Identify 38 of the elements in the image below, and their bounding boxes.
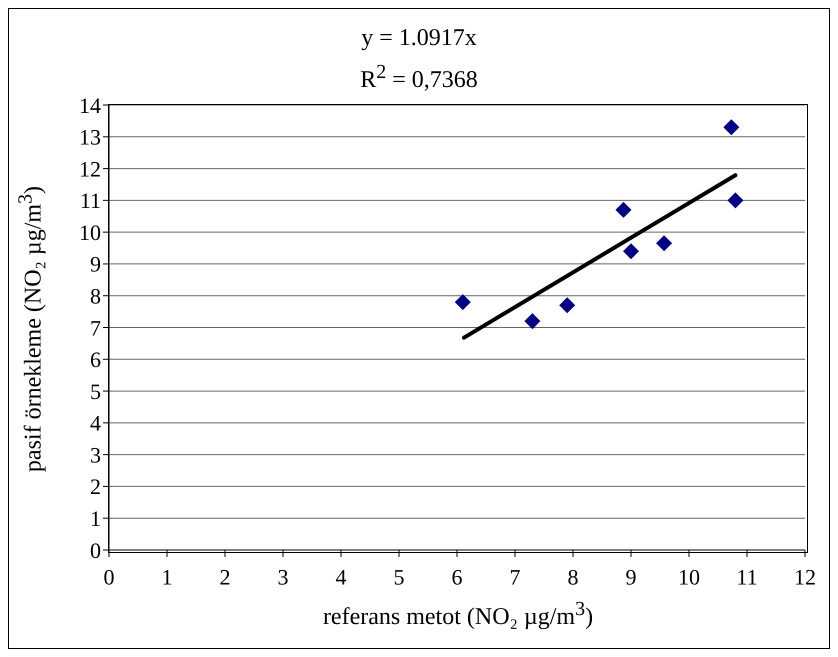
y-tick-label: 11 bbox=[80, 188, 101, 214]
y-tick-label: 5 bbox=[90, 378, 101, 404]
y-tick-label: 1 bbox=[90, 506, 101, 532]
point bbox=[454, 294, 471, 310]
x-tick-label: 10 bbox=[678, 564, 700, 590]
x-tick-label: 4 bbox=[336, 564, 346, 590]
point bbox=[656, 235, 672, 252]
x-tick-label: 7 bbox=[510, 564, 520, 590]
y-tick-label: 8 bbox=[90, 284, 101, 309]
y-tick-label: 3 bbox=[90, 442, 101, 468]
x-tick-label: 8 bbox=[568, 564, 578, 590]
x-tick-label: 2 bbox=[220, 564, 230, 590]
y-tick-label: 12 bbox=[79, 156, 101, 182]
y-tick-label: 0 bbox=[90, 538, 101, 563]
point bbox=[524, 313, 540, 330]
point bbox=[623, 243, 639, 260]
x-tick-label: 11 bbox=[736, 564, 758, 590]
x-tick-label: 1 bbox=[162, 564, 172, 590]
x-axis-title: referans metot (NO₂ µg/m$^{3}$) bbox=[322, 598, 594, 631]
y-tick-label: 6 bbox=[90, 347, 101, 372]
y-tick-label: 10 bbox=[79, 220, 101, 245]
y-tick-label: 13 bbox=[79, 124, 101, 150]
x-tick-label: 5 bbox=[394, 564, 404, 590]
x-tick-label: 12 bbox=[794, 564, 816, 590]
y-tick-label: 14 bbox=[79, 92, 101, 118]
y-tick-label: 7 bbox=[90, 315, 101, 340]
point bbox=[723, 119, 740, 136]
x-tick-label: 9 bbox=[626, 564, 636, 590]
point bbox=[559, 297, 576, 314]
chart-title: y = 1.0917x bbox=[360, 24, 478, 53]
x-tick-label: 3 bbox=[278, 564, 288, 590]
y-tick-label: 2 bbox=[90, 474, 101, 500]
x-tick-label: 6 bbox=[452, 564, 462, 590]
point bbox=[615, 202, 632, 218]
point bbox=[727, 192, 744, 208]
y-tick-label: 9 bbox=[90, 252, 101, 277]
y-tick-label: 4 bbox=[90, 410, 101, 436]
chart-subtitle: R$^{2}$ = 0,7368 bbox=[360, 61, 478, 93]
